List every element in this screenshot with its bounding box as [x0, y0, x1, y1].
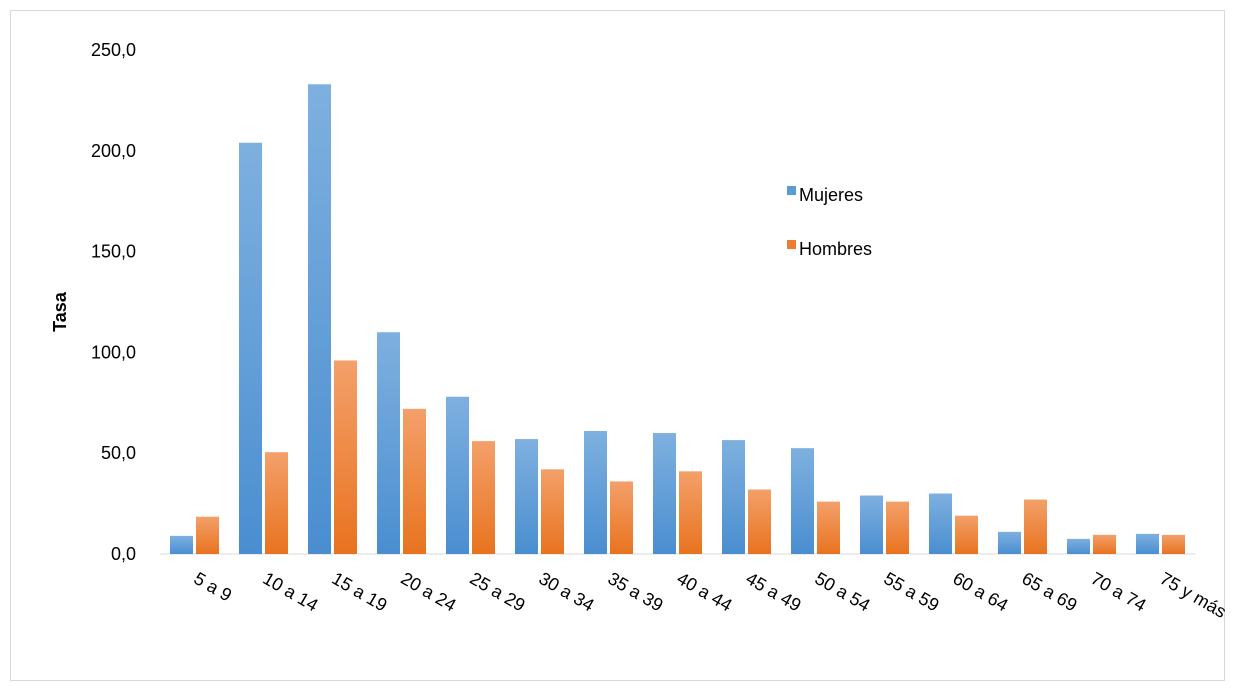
y-axis-ticks: 0,0 50,0 100,0 150,0 200,0 250,0 — [91, 40, 136, 564]
bar-mujeres-13 — [1067, 538, 1090, 554]
x-tick-label: 45 a 49 — [743, 568, 805, 615]
x-tick-label: 65 a 69 — [1019, 568, 1081, 615]
bar-mujeres-6 — [584, 431, 607, 554]
bar-hombres-9 — [817, 501, 840, 554]
x-tick-label: 15 a 19 — [329, 568, 391, 615]
bar-mujeres-12 — [998, 531, 1021, 554]
legend-label-mujeres: Mujeres — [799, 185, 863, 205]
x-tick-label: 35 a 39 — [605, 568, 667, 615]
bar-hombres-4 — [472, 441, 495, 554]
bar-hombres-5 — [541, 469, 564, 554]
x-tick-label: 5 a 9 — [191, 568, 236, 605]
y-axis-title: Tasa — [50, 291, 70, 332]
bar-mujeres-9 — [791, 448, 814, 554]
x-tick-label: 25 a 29 — [467, 568, 529, 615]
bar-hombres-14 — [1162, 534, 1185, 554]
x-tick-label: 50 a 54 — [812, 568, 874, 615]
bar-mujeres-7 — [653, 433, 676, 554]
y-tick-label: 250,0 — [91, 40, 136, 60]
bar-hombres-13 — [1093, 534, 1116, 554]
legend-label-hombres: Hombres — [799, 239, 872, 259]
bar-mujeres-8 — [722, 440, 745, 554]
bar-hombres-0 — [196, 516, 219, 554]
bar-hombres-2 — [334, 360, 357, 554]
x-tick-label: 75 y más — [1157, 568, 1230, 622]
bar-hombres-3 — [403, 408, 426, 554]
bar-hombres-8 — [748, 489, 771, 554]
bar-mujeres-4 — [446, 396, 469, 554]
x-axis-ticks: 5 a 9 10 a 14 15 a 19 20 a 24 25 a 29 30 a 34… — [191, 568, 1230, 622]
x-tick-label: 10 a 14 — [260, 568, 322, 615]
bar-mujeres-2 — [308, 84, 331, 554]
bar-mujeres-1 — [239, 142, 262, 554]
y-tick-label: 100,0 — [91, 342, 136, 362]
legend: Mujeres Hombres — [787, 185, 872, 259]
x-tick-label: 20 a 24 — [398, 568, 460, 615]
x-tick-label: 55 a 59 — [881, 568, 943, 615]
bars — [170, 84, 1185, 554]
bar-hombres-1 — [265, 452, 288, 554]
bar-mujeres-14 — [1136, 533, 1159, 554]
bar-hombres-7 — [679, 471, 702, 554]
legend-swatch-mujeres — [787, 186, 796, 195]
x-tick-label: 70 a 74 — [1088, 568, 1150, 615]
y-tick-label: 0,0 — [111, 544, 136, 564]
chart-frame — [10, 10, 1225, 681]
bar-hombres-12 — [1024, 499, 1047, 554]
bar-mujeres-10 — [860, 495, 883, 554]
bar-mujeres-3 — [377, 332, 400, 554]
y-tick-label: 150,0 — [91, 242, 136, 262]
bar-hombres-11 — [955, 515, 978, 554]
x-tick-label: 60 a 64 — [950, 568, 1012, 615]
bar-mujeres-11 — [929, 493, 952, 554]
legend-swatch-hombres — [787, 240, 796, 249]
y-tick-label: 200,0 — [91, 141, 136, 161]
x-tick-label: 40 a 44 — [674, 568, 736, 615]
bar-hombres-6 — [610, 481, 633, 554]
bar-hombres-10 — [886, 501, 909, 554]
bar-mujeres-5 — [515, 439, 538, 554]
x-tick-label: 30 a 34 — [536, 568, 598, 615]
y-tick-label: 50,0 — [101, 443, 136, 463]
bar-mujeres-0 — [170, 535, 193, 554]
